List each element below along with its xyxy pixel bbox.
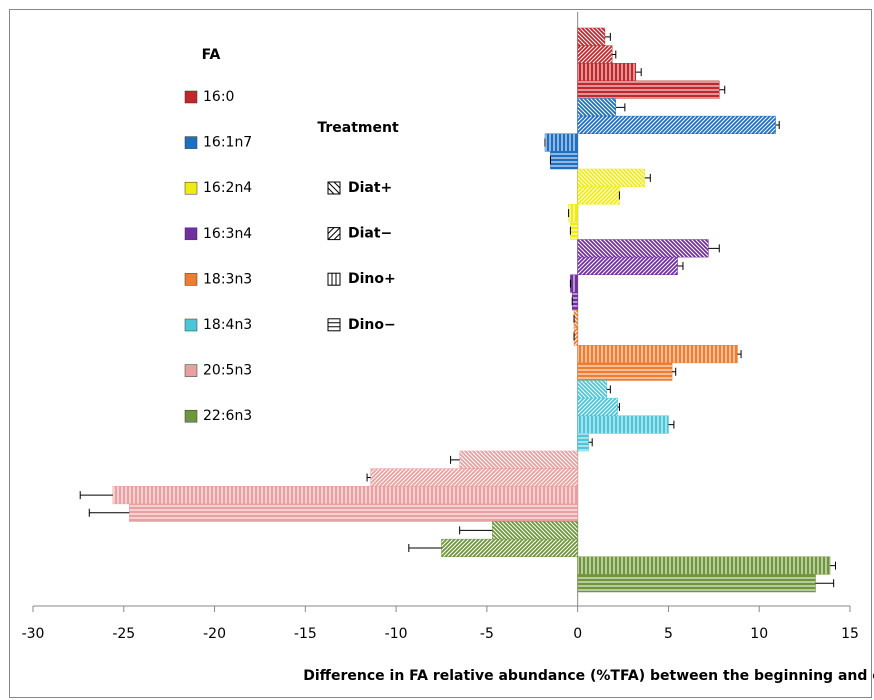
series-legend-swatch <box>327 272 341 286</box>
legend-label: 16:2n4 <box>203 180 252 196</box>
bar <box>577 27 606 46</box>
bar <box>570 221 578 240</box>
series-legend-label: Dino+ <box>348 271 396 287</box>
bar <box>577 362 673 381</box>
x-tick-label: -20 <box>203 626 226 642</box>
bar <box>577 380 607 399</box>
series-legend-pattern <box>331 273 337 286</box>
bar <box>577 433 589 452</box>
x-tick-label: -15 <box>294 626 317 642</box>
bar <box>577 345 738 364</box>
error-bar <box>450 455 460 464</box>
error-bar <box>672 367 677 376</box>
bar <box>492 521 578 540</box>
bar <box>577 574 816 593</box>
error-bar <box>775 120 780 129</box>
series-legend-pattern <box>327 181 341 195</box>
chart-border <box>9 9 872 698</box>
error-bar <box>459 526 493 535</box>
series-legend-pattern <box>327 227 341 240</box>
bar <box>128 503 578 522</box>
legend-label: 16:1n7 <box>203 135 252 151</box>
bar <box>570 274 578 293</box>
bar <box>577 80 720 99</box>
error-bar <box>617 402 620 411</box>
error-bar <box>604 32 611 41</box>
legend-label: 20:5n3 <box>203 363 252 379</box>
series-legend-pattern <box>328 322 340 328</box>
error-bar <box>830 561 836 570</box>
x-tick-label: 10 <box>750 626 768 642</box>
legend-swatch <box>184 318 198 332</box>
legend-label: 22:6n3 <box>203 408 252 424</box>
bar <box>459 450 578 469</box>
x-tick-label: -5 <box>480 626 494 642</box>
x-tick-label: 5 <box>664 626 673 642</box>
error-bar <box>606 385 611 394</box>
legend-swatch <box>184 409 198 423</box>
series-legend-label: Dino− <box>348 317 396 333</box>
bar <box>577 415 669 434</box>
error-bar <box>588 438 593 447</box>
bar <box>577 115 776 134</box>
bar <box>577 397 618 416</box>
error-bar <box>708 244 720 253</box>
series-legend-swatch <box>327 318 341 332</box>
bar <box>571 292 578 311</box>
error-bar <box>366 473 371 482</box>
x-tick-label: 0 <box>573 626 582 642</box>
error-bar <box>644 173 651 182</box>
x-tick-label: -30 <box>22 626 45 642</box>
bar <box>577 556 831 575</box>
bar <box>577 186 620 205</box>
legend-label: 16:3n4 <box>203 226 252 242</box>
bar <box>577 168 646 187</box>
x-tick-label: 15 <box>841 626 859 642</box>
bar <box>441 538 578 557</box>
error-bar <box>815 579 835 588</box>
series-legend-label: Diat− <box>348 226 392 242</box>
error-bar <box>635 68 642 77</box>
error-bar <box>615 103 626 112</box>
x-axis-label: Difference in FA relative abundance (%TF… <box>303 668 874 684</box>
bar <box>544 133 578 152</box>
legend-swatch <box>184 227 198 241</box>
bar <box>550 151 578 170</box>
bar <box>577 256 678 275</box>
bar <box>370 468 578 487</box>
error-bar <box>668 420 675 429</box>
bar <box>577 63 637 82</box>
error-bar <box>88 508 130 517</box>
series-legend-title: Treatment <box>317 120 399 136</box>
bar <box>577 45 613 64</box>
bar <box>573 309 578 328</box>
legend-swatch <box>184 181 198 195</box>
legend-label: 18:3n3 <box>203 271 252 287</box>
error-bar <box>408 543 442 552</box>
legend-swatch <box>184 90 198 104</box>
legend-swatch <box>184 136 198 149</box>
error-bar <box>677 261 684 270</box>
x-tick-label: -25 <box>112 626 135 642</box>
legend-swatch <box>184 273 198 286</box>
bar <box>568 204 578 223</box>
error-bar <box>79 491 113 500</box>
legend-label: 18:4n3 <box>203 317 252 333</box>
legend-title: FA <box>202 47 221 63</box>
bar <box>573 327 578 346</box>
error-bar <box>612 50 617 59</box>
bar <box>577 239 709 258</box>
bar <box>577 98 617 117</box>
error-bar <box>737 350 742 359</box>
series-legend-label: Diat+ <box>348 180 392 196</box>
error-bar <box>719 85 726 94</box>
bar <box>112 486 578 505</box>
legend-swatch <box>184 364 198 377</box>
x-tick-label: -10 <box>385 626 408 642</box>
legend-label: 16:0 <box>203 89 234 105</box>
